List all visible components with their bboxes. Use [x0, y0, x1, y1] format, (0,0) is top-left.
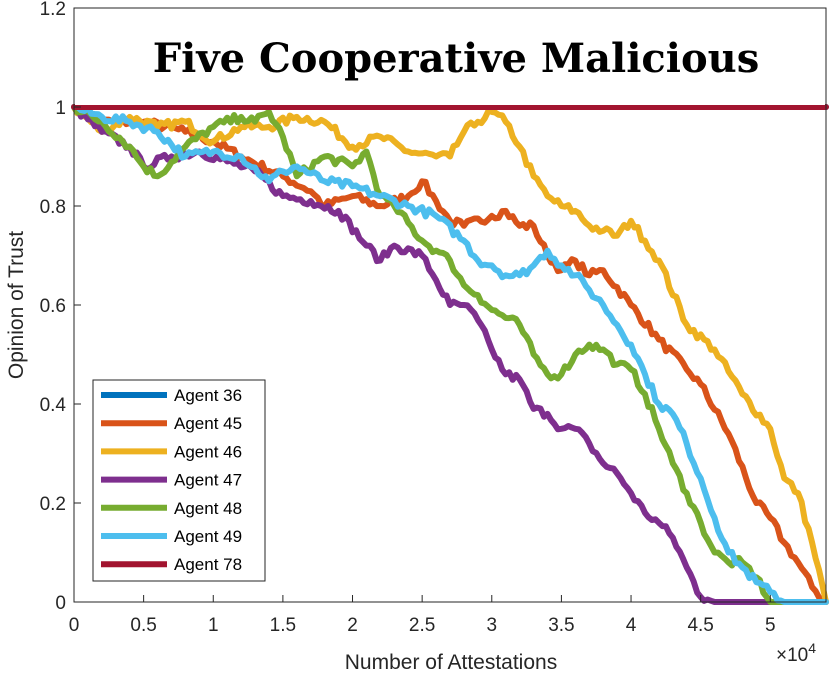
y-axis-label: Opinion of Trust — [5, 231, 28, 379]
legend-label: Agent 49 — [174, 527, 242, 546]
legend-label: Agent 48 — [174, 499, 242, 518]
x-axis-label: Number of Attestations — [345, 651, 557, 674]
series-line-agent-49 — [71, 104, 829, 605]
chart-title: Five Cooperative Malicious — [153, 35, 760, 82]
x-exponent-label: ×104 — [776, 640, 816, 666]
legend-label: Agent 36 — [174, 386, 242, 405]
legend-label: Agent 78 — [174, 555, 242, 574]
x-tick-label: 2.5 — [409, 615, 435, 636]
y-tick-label: 0.6 — [40, 296, 66, 317]
legend-label: Agent 46 — [174, 442, 242, 461]
legend-label: Agent 47 — [174, 471, 242, 490]
x-tick-label: 4.5 — [687, 615, 713, 636]
x-tick-label: 0 — [69, 615, 80, 636]
series-line-agent-48 — [71, 104, 829, 605]
y-tick-label: 0 — [55, 593, 66, 614]
y-tick-label: 0.8 — [40, 197, 66, 218]
x-tick-label: 0.5 — [130, 615, 156, 636]
x-tick-label: 3 — [486, 615, 497, 636]
legend: Agent 36 Agent 45 Agent 46 Agent 47 Agent 48… — [92, 379, 266, 582]
x-tick-label: 5 — [765, 615, 776, 636]
x-tick-label: 1 — [208, 615, 219, 636]
x-tick-label: 2 — [347, 615, 358, 636]
y-tick-label: 1.2 — [40, 0, 66, 20]
y-tick-label: 1 — [55, 98, 66, 119]
tick-layer: 0 0.5 1 1.5 2 2.5 3 3.5 4 4.5 5 0 0.2 0.4 0.6 0.8 1 1.2 — [40, 0, 776, 636]
x-tick-label: 3.5 — [548, 615, 574, 636]
series-layer — [71, 104, 829, 605]
title-box — [75, 9, 825, 105]
y-tick-label: 0.4 — [40, 395, 67, 416]
y-tick-label: 0.2 — [40, 494, 66, 515]
legend-label: Agent 45 — [174, 414, 242, 433]
x-tick-label: 4 — [626, 615, 637, 636]
x-tick-label: 1.5 — [270, 615, 296, 636]
